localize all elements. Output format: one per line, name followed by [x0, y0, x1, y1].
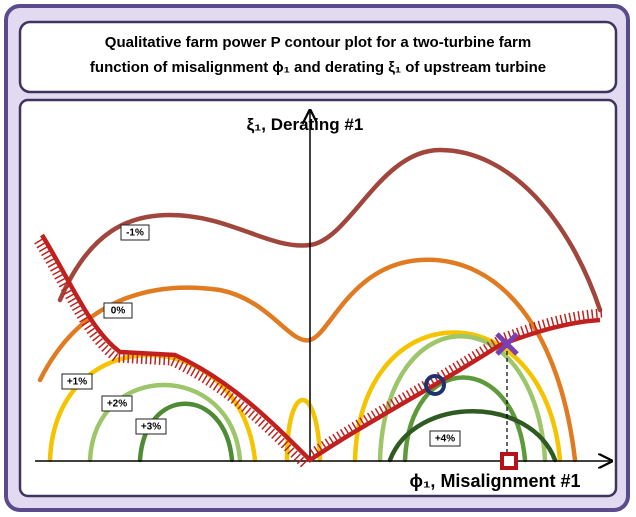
contour-labels: -1% 0% +1% +2% +3% +4%: [61, 224, 461, 447]
optimum-cross: [495, 332, 519, 356]
y-axis-label: ξ₁, Derating #1: [247, 115, 364, 134]
contour: [37, 257, 578, 463]
contour: [377, 334, 548, 463]
contour-label: -1%: [120, 224, 150, 241]
x-axis-label: ϕ₁, Misalignment #1: [410, 471, 581, 491]
contour-label: +2%: [101, 395, 133, 412]
optimum-square: [500, 452, 518, 470]
optimum-circle: [424, 374, 446, 396]
contour-label: +3%: [135, 418, 167, 435]
title-box: [18, 20, 618, 94]
hatching: [34, 238, 310, 470]
contour: [87, 382, 243, 463]
contour: [57, 147, 603, 313]
contour-label-text: +1%: [67, 377, 87, 388]
contour: [352, 330, 563, 463]
title-line: function of misalignment ϕ₁ and derating…: [90, 59, 546, 76]
contour-label-text: 0%: [111, 306, 126, 317]
contour: [387, 409, 558, 463]
constraint: [34, 233, 603, 470]
contour-label-text: +3%: [141, 422, 161, 433]
contour-label: +4%: [429, 430, 461, 447]
title-line: Qualitative farm power P contour plot fo…: [105, 34, 531, 51]
contour-label-text: -1%: [126, 228, 144, 239]
contour-label-text: +4%: [435, 434, 455, 445]
contour-label: +1%: [61, 373, 93, 390]
contour-label: 0%: [103, 302, 133, 319]
constraint-line: [40, 233, 601, 463]
contour: [137, 401, 235, 463]
plot-box: [18, 98, 618, 498]
contour: [284, 397, 323, 463]
contour-label-text: +2%: [107, 399, 127, 410]
